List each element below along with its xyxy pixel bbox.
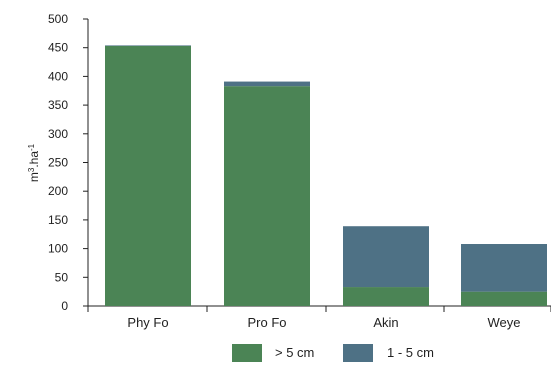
bar-gt5cm	[224, 86, 310, 307]
bar-gt5cm	[343, 287, 429, 306]
y-tick-label: 150	[48, 213, 68, 227]
y-axis-title: m3.ha-1	[27, 143, 42, 182]
x-category-label: Akin	[373, 315, 398, 330]
y-tick-label: 0	[61, 299, 68, 313]
legend-label: > 5 cm	[275, 345, 314, 360]
legend-swatch	[343, 344, 373, 362]
x-category-label: Phy Fo	[127, 315, 168, 330]
bar-gt5cm	[105, 45, 191, 307]
bar-1to5cm	[224, 81, 310, 87]
bar-1to5cm	[105, 45, 191, 46]
y-tick-label: 450	[48, 41, 68, 55]
y-axis-title-group: m3.ha-1	[27, 143, 42, 182]
y-tick-label: 100	[48, 242, 68, 256]
bars	[105, 45, 547, 307]
y-tick-label: 500	[48, 12, 68, 26]
y-tick-label: 400	[48, 69, 68, 83]
y-tick-label: 250	[48, 156, 68, 170]
x-category-label: Pro Fo	[247, 315, 286, 330]
legend-label: 1 - 5 cm	[387, 345, 434, 360]
legend: > 5 cm 1 - 5 cm	[232, 344, 434, 362]
bar-1to5cm	[343, 226, 429, 288]
x-categories: Phy Fo Pro Fo Akin Weye	[87, 306, 551, 330]
bar-1to5cm	[461, 244, 547, 292]
y-ticks: 0 50 100 150 200 250 300 350 400 450 500	[48, 12, 88, 313]
y-tick-label: 350	[48, 98, 68, 112]
y-tick-label: 300	[48, 127, 68, 141]
legend-swatch	[232, 344, 262, 362]
y-tick-label: 50	[55, 270, 69, 284]
x-category-label: Weye	[488, 315, 521, 330]
y-tick-label: 200	[48, 184, 68, 198]
bar-gt5cm	[461, 291, 547, 306]
